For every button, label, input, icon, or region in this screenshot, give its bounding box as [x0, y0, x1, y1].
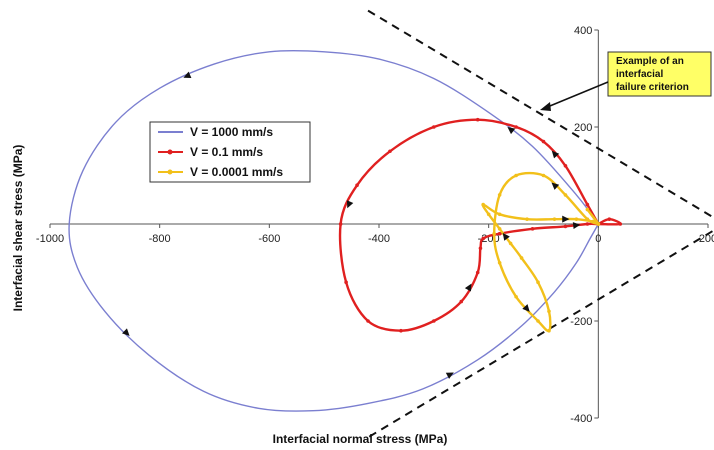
series-point-1: [481, 236, 485, 241]
note-pointer-arrowhead: [540, 102, 551, 111]
series-point-1: [585, 202, 590, 207]
series-point-1: [475, 270, 480, 275]
series-point-2: [585, 207, 590, 212]
x-tick-label: -800: [149, 233, 171, 245]
series-point-2: [486, 212, 491, 217]
direction-arrow: [502, 232, 510, 241]
series-line-0: [68, 49, 599, 412]
x-tick-label: 200: [699, 233, 714, 245]
direction-arrow: [346, 200, 354, 209]
legend-label-1000: V = 1000 mm/s: [190, 125, 273, 139]
series-point-2: [547, 309, 551, 314]
series-point-1: [355, 183, 359, 187]
series-point-1: [478, 246, 483, 251]
series-point-1: [607, 217, 612, 221]
series-point-1: [541, 139, 546, 144]
legend: V = 1000 mm/s V = 0.1 mm/s V = 0.0001 mm…: [149, 121, 311, 183]
direction-arrow: [551, 182, 560, 190]
note-line-1: Example of an: [616, 56, 684, 67]
failure-criterion-line-1: [367, 9, 714, 219]
series-point-2: [574, 217, 579, 221]
series-point-2: [497, 227, 502, 231]
x-tick-label: -400: [368, 233, 390, 245]
series-point-1: [399, 328, 403, 333]
y-tick-label: 200: [574, 122, 592, 134]
note-line-3: failure criterion: [616, 82, 689, 93]
series-point-2: [591, 219, 595, 224]
legend-marker-0-0001: [167, 169, 173, 175]
series-point-1: [585, 222, 590, 226]
series-point-2: [547, 328, 551, 333]
y-tick-label: -200: [570, 316, 592, 328]
series-point-1: [432, 125, 436, 129]
direction-arrow: [572, 222, 581, 230]
legend-label-0-1: V = 0.1 mm/s: [190, 145, 263, 159]
legend-marker-0-1: [167, 149, 173, 155]
series-point-1: [475, 117, 480, 122]
legend-label-0-0001: V = 0.0001 mm/s: [190, 165, 283, 179]
direction-arrow: [507, 126, 516, 135]
series-point-1: [344, 280, 348, 285]
failure-criterion-note: Example of an interfacial failure criter…: [540, 51, 712, 111]
direction-arrow: [183, 71, 192, 78]
note-pointer-line: [544, 81, 609, 109]
note-line-2: interfacial: [616, 69, 663, 80]
direction-arrow: [464, 283, 472, 292]
series-point-2: [508, 241, 513, 246]
y-ticks: -400 -200 200 400: [570, 25, 599, 425]
failure-criterion-line-2: [367, 229, 714, 439]
series-point-2: [497, 261, 502, 265]
series-point-2: [596, 222, 601, 226]
series-point-2: [552, 217, 557, 221]
series-point-2: [497, 212, 502, 217]
series-point-1: [530, 227, 535, 231]
series-point-2: [481, 202, 485, 207]
x-axis-title: Interfacial normal stress (MPa): [273, 432, 448, 446]
x-ticks: -1000-800-600-400-2000200: [36, 224, 714, 245]
series-point-1: [497, 231, 502, 236]
series-point-1: [514, 125, 518, 129]
x-tick-label: -600: [258, 233, 280, 245]
series-point-2: [497, 193, 502, 197]
series-point-2: [525, 217, 529, 221]
series-point-2: [514, 294, 518, 299]
series-point-2: [536, 319, 540, 323]
x-tick-label: 0: [595, 233, 601, 245]
series-point-2: [519, 256, 524, 260]
y-axis-title: Interfacial shear stress (MPa): [11, 145, 25, 312]
series-point-1: [563, 224, 568, 229]
series-point-1: [563, 164, 568, 168]
x-tick-label: -1000: [36, 233, 64, 245]
series-layer: [68, 49, 623, 412]
series-point-1: [432, 319, 436, 323]
series-point-2: [492, 231, 496, 236]
direction-arrow: [122, 328, 130, 336]
series-point-2: [514, 173, 518, 178]
series-point-1: [338, 222, 343, 226]
direction-arrow: [522, 304, 530, 312]
series-point-1: [618, 222, 623, 226]
direction-arrow: [551, 150, 560, 159]
series-point-2: [563, 193, 568, 197]
series-point-1: [366, 319, 370, 323]
series-point-1: [388, 149, 392, 154]
direction-arrow: [445, 372, 454, 379]
direction-arrow: [562, 215, 570, 223]
y-tick-label: -400: [570, 413, 592, 425]
note-box: [607, 51, 712, 97]
series-point-2: [536, 280, 540, 285]
y-tick-label: 400: [574, 25, 592, 37]
series-point-2: [585, 217, 590, 221]
series-point-1: [459, 299, 464, 304]
series-point-2: [541, 173, 546, 178]
